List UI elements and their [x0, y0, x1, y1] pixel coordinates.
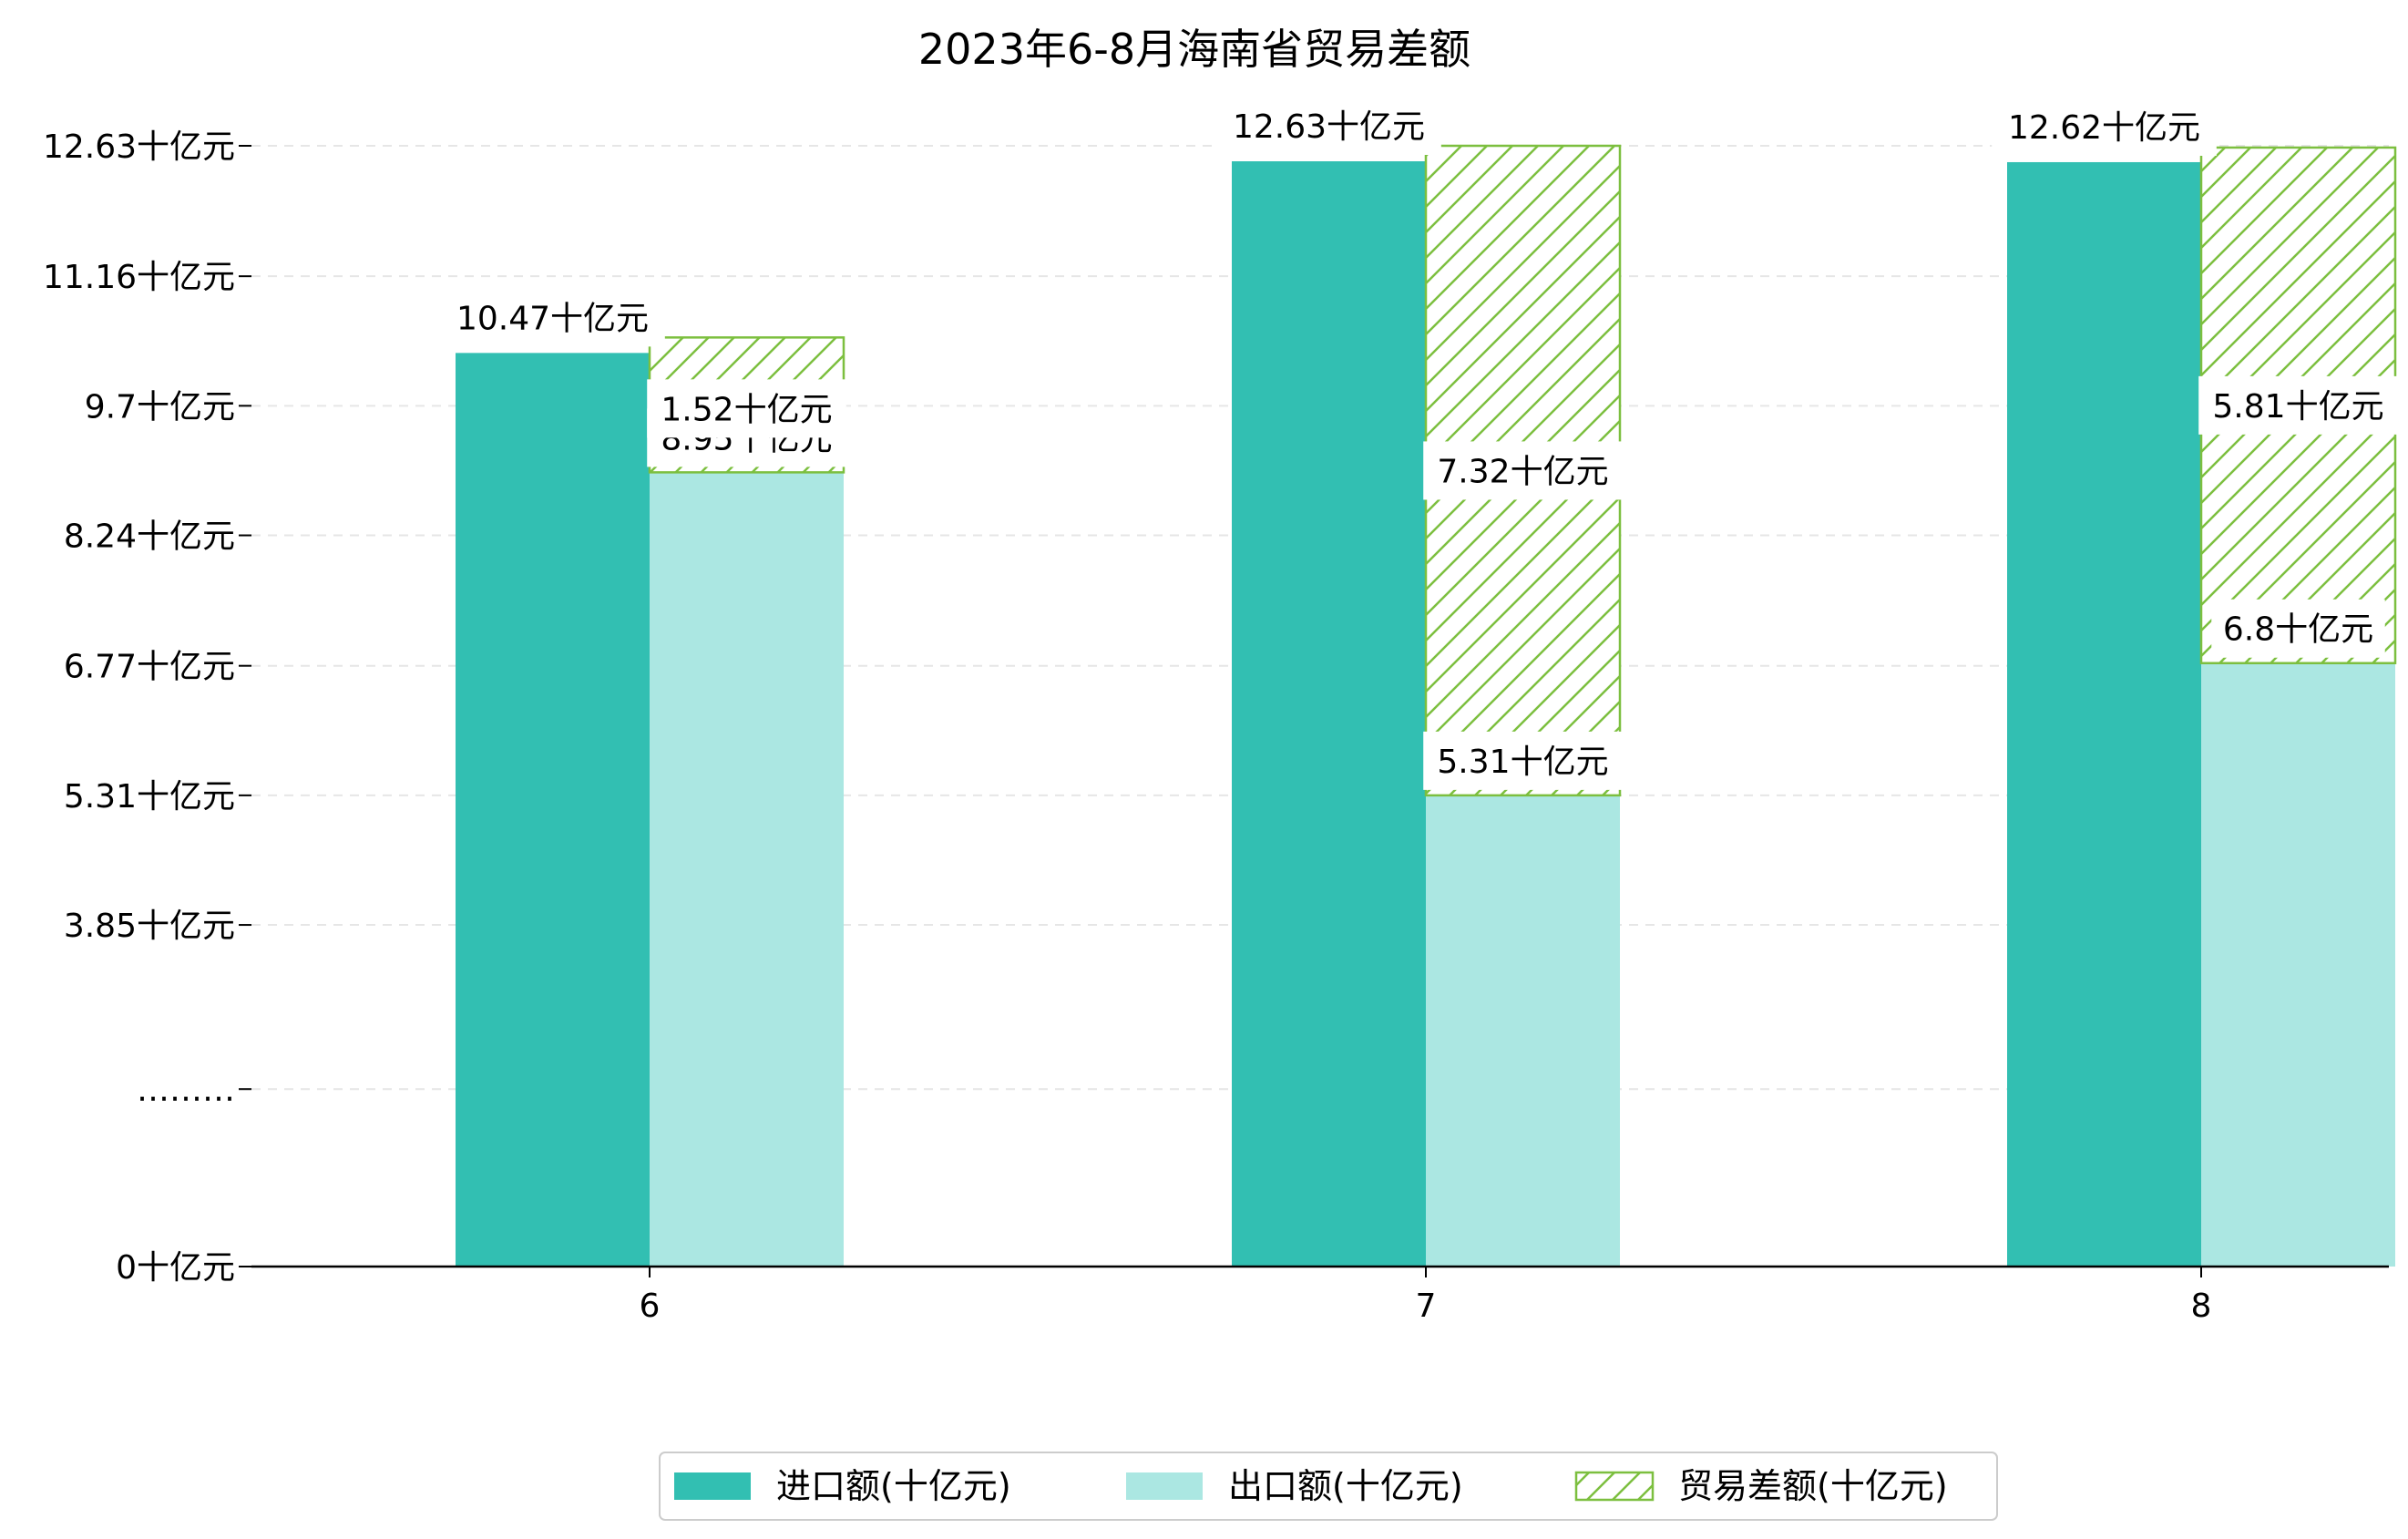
y-tick-label: 0十亿元 — [116, 1249, 235, 1287]
chart-title: 2023年6-8月海南省贸易差额 — [918, 25, 1470, 74]
bars-layer — [456, 144, 2397, 1267]
bar-export — [2201, 662, 2395, 1267]
data-label: 6.8十亿元 — [2223, 611, 2373, 649]
x-tick-label: 8 — [2191, 1288, 2212, 1325]
data-label: 1.52十亿元 — [661, 391, 832, 428]
labels-layer: 10.47十亿元8.95十亿元1.52十亿元12.63十亿元5.31十亿元7.3… — [440, 97, 2398, 790]
legend-swatch-trade-diff — [1574, 1471, 1655, 1502]
y-tick-label: 11.16十亿元 — [43, 259, 235, 296]
legend-label: 出口额(十亿元) — [1228, 1466, 1463, 1506]
x-tick-label: 6 — [640, 1288, 661, 1325]
data-label: 10.47十亿元 — [456, 300, 649, 337]
data-label-background — [647, 379, 846, 438]
y-tick-label: 8.24十亿元 — [64, 518, 235, 556]
y-tick-label: 12.63十亿元 — [43, 128, 235, 166]
y-tick-label: 5.31十亿元 — [64, 778, 235, 816]
legend: 进口额(十亿元) 出口额(十亿元) 贸易差额(十亿元) — [659, 1452, 1998, 1521]
bar-import — [2007, 161, 2201, 1267]
data-label: 12.62十亿元 — [2008, 109, 2200, 147]
legend-box — [659, 1452, 1998, 1521]
data-label-background — [440, 288, 665, 347]
data-label: 7.32十亿元 — [1437, 453, 1608, 490]
y-tick-label: 3.85十亿元 — [64, 908, 235, 945]
data-label-background — [2198, 375, 2398, 435]
data-label: 5.81十亿元 — [2212, 388, 2383, 426]
data-label: 12.63十亿元 — [1233, 108, 1425, 146]
data-label-background — [1216, 97, 1441, 155]
axes-layer: 0十亿元 ……… 3.85十亿元 5.31十亿元 6.77十亿元 8.24十亿元 9.7十亿… — [43, 128, 2389, 1325]
data-label-background — [1992, 97, 2217, 156]
bar-import — [1232, 161, 1426, 1267]
legend-label: 进口额(十亿元) — [776, 1466, 1011, 1506]
bar-import — [456, 353, 650, 1267]
x-tick-label: 7 — [1416, 1288, 1437, 1325]
bar-export — [650, 472, 844, 1267]
data-label-background — [2211, 599, 2385, 658]
legend-swatch-export — [1126, 1472, 1203, 1500]
y-tick-label: ……… — [137, 1072, 235, 1109]
data-label: 5.31十亿元 — [1437, 744, 1608, 781]
y-tick-label: 9.7十亿元 — [85, 388, 235, 426]
bar-export — [1426, 795, 1620, 1267]
data-label-background — [1423, 441, 1623, 500]
data-label-background — [1423, 731, 1623, 790]
y-tick-label: 6.77十亿元 — [64, 649, 235, 686]
legend-swatch-import — [674, 1472, 751, 1500]
legend-label: 贸易差额(十亿元) — [1678, 1466, 1948, 1506]
